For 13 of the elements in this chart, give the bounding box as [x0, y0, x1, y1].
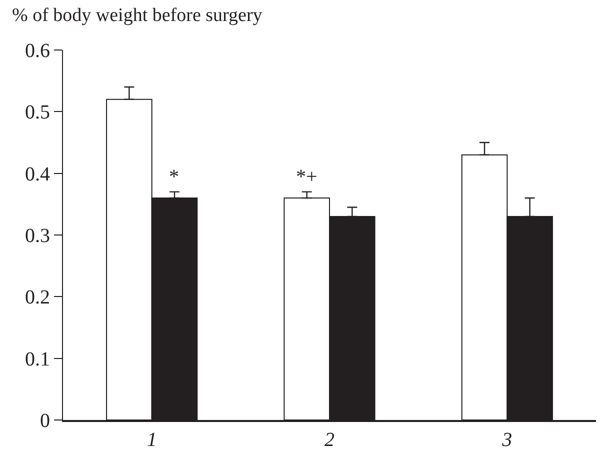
- annotation: *: [169, 166, 179, 188]
- x-tick-label: 3: [501, 428, 512, 450]
- x-tick-label: 1: [146, 428, 157, 450]
- y-tick-label: 0.5: [25, 102, 50, 124]
- y-tick-label: 0.6: [25, 40, 50, 62]
- y-axis-title: % of body weight before surgery: [12, 5, 263, 26]
- y-tick-label: 0.3: [25, 225, 50, 247]
- annotation: *+: [296, 166, 318, 188]
- x-tick-label: 2: [324, 428, 334, 450]
- y-tick-label: 0.2: [25, 286, 50, 309]
- y-tick-label: 0.4: [25, 163, 50, 186]
- y-tick-label: 0: [40, 410, 50, 432]
- y-tick-label: 0.1: [25, 348, 50, 370]
